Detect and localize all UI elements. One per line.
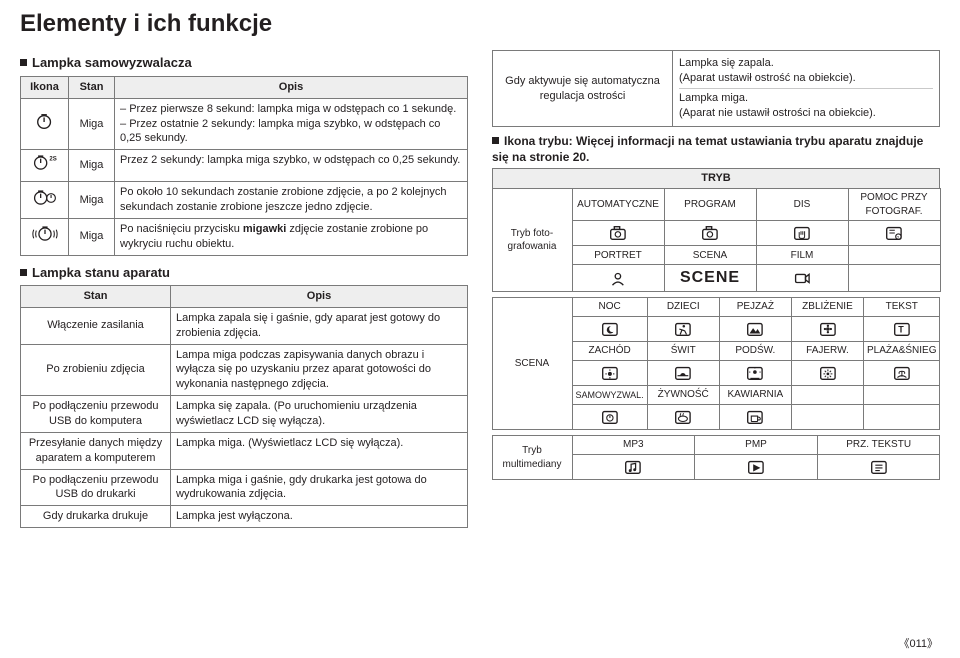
- icon-cell: [791, 360, 864, 386]
- icon-cell: [863, 316, 940, 342]
- af-row: Gdy aktywuje się automatyczna regulacja …: [492, 50, 940, 126]
- tryb-bar: TRYB: [492, 168, 940, 189]
- left-column: Lampka samowyzwalacza Ikona Stan Opis Mi…: [20, 50, 468, 528]
- label-cell: SAMOWYZWAL.: [572, 385, 648, 405]
- icon-cell: [756, 220, 849, 246]
- label-cell: DIS: [756, 188, 849, 221]
- mm-rowhead: Tryb multimediany: [492, 435, 573, 480]
- icon-cell: [572, 454, 696, 480]
- label-cell: SCENA: [664, 245, 757, 265]
- status-heading: Lampka stanu aparatu: [20, 264, 468, 282]
- timer-2s-icon: [32, 153, 58, 173]
- selftimer-table: Ikona Stan Opis Miga Przez pierwsze 8 se…: [20, 76, 468, 256]
- foto-grid: Tryb foto- grafowania AUTOMATYCZNE PROGR…: [492, 189, 940, 292]
- page-title: Elementy i ich funkcje: [20, 8, 940, 40]
- icon-cell: [791, 404, 864, 430]
- label-cell: PMP: [694, 435, 818, 455]
- label-cell: AUTOMATYCZNE: [572, 188, 665, 221]
- selftimer-heading: Lampka samowyzwalacza: [20, 54, 468, 72]
- icon-cell: [572, 220, 665, 246]
- label-cell: NOC: [572, 297, 648, 317]
- label-cell: TEKST: [863, 297, 940, 317]
- label-cell: PEJZAŻ: [719, 297, 792, 317]
- icon-cell: [848, 220, 941, 246]
- label-cell: FILM: [756, 245, 849, 265]
- icon-cell: [694, 454, 818, 480]
- th-stan2: Stan: [21, 286, 171, 308]
- icon-cell: [572, 404, 648, 430]
- label-cell: POMOC PRZY FOTOGRAF.: [848, 188, 941, 221]
- opis-line: Przez ostatnie 2 sekundy: lampka miga sz…: [120, 117, 462, 147]
- scena-grid: SCENA NOC DZIECI PEJZAŻ ZBLIŻENIE TEKST …: [492, 298, 940, 430]
- label-cell: FAJERW.: [791, 341, 864, 361]
- icon-cell: [572, 264, 665, 292]
- label-cell: [863, 385, 940, 405]
- label-cell: PROGRAM: [664, 188, 757, 221]
- icon-cell: [572, 316, 648, 342]
- icon-cell: [848, 264, 941, 292]
- table-row: Miga Po naciśnięciu przycisku migawki zd…: [21, 218, 468, 255]
- table-row: Po podłączeniu przewodu USB do komputera…: [21, 396, 468, 433]
- opis-line: Przez pierwsze 8 sekund: lampka miga w o…: [120, 102, 462, 117]
- timer-icon: [32, 112, 58, 132]
- label-cell: PLAŻA&ŚNIEG: [863, 341, 940, 361]
- label-cell: PRZ. TEKSTU: [817, 435, 941, 455]
- af-text1: Lampka się zapala. (Aparat ustawił ostro…: [679, 54, 933, 89]
- icon-cell: [647, 360, 720, 386]
- right-column: Gdy aktywuje się automatyczna regulacja …: [492, 50, 940, 528]
- table-row: Przesyłanie danych między aparatem a kom…: [21, 432, 468, 469]
- th-ikona: Ikona: [21, 76, 69, 98]
- table-row: Włączenie zasilaniaLampka zapala się i g…: [21, 307, 468, 344]
- table-row: Miga Przez 2 sekundy: lampka miga szybko…: [21, 150, 468, 182]
- opis-html: Po naciśnięciu przycisku migawki zdjęcie…: [115, 218, 468, 255]
- icon-cell: [719, 404, 792, 430]
- th-stan: Stan: [69, 76, 115, 98]
- icon-cell: [863, 404, 940, 430]
- mm-grid: Tryb multimediany MP3 PMP PRZ. TEKSTU: [492, 436, 940, 480]
- icon-cell: [664, 220, 757, 246]
- icon-cell: [572, 360, 648, 386]
- label-cell: DZIECI: [647, 297, 720, 317]
- th-opis2: Opis: [171, 286, 468, 308]
- timer-motion-icon: [32, 224, 58, 244]
- label-cell: MP3: [572, 435, 696, 455]
- table-row: Miga Przez pierwsze 8 sekund: lampka mig…: [21, 98, 468, 150]
- icon-cell: [863, 360, 940, 386]
- label-cell: ZACHÓD: [572, 341, 648, 361]
- icon-cell: SCENE: [664, 264, 757, 292]
- icon-cell: [756, 264, 849, 292]
- af-text2: Lampka miga. (Aparat nie ustawił ostrośc…: [679, 89, 933, 123]
- label-cell: ŻYWNOŚĆ: [647, 385, 720, 405]
- timer-double-icon: [32, 188, 58, 208]
- mode-heading: Ikona trybu: Więcej informacji na temat …: [492, 133, 940, 165]
- icon-cell: [817, 454, 941, 480]
- scena-rowhead: SCENA: [492, 297, 573, 430]
- af-label: Gdy aktywuje się automatyczna regulacja …: [492, 50, 672, 126]
- icon-cell: [719, 360, 792, 386]
- th-opis: Opis: [115, 76, 468, 98]
- table-row: Miga Po około 10 sekundach zostanie zrob…: [21, 182, 468, 219]
- icon-cell: [791, 316, 864, 342]
- label-cell: PODŚW.: [719, 341, 792, 361]
- label-cell: PORTRET: [572, 245, 665, 265]
- icon-cell: [647, 404, 720, 430]
- label-cell: [848, 245, 941, 265]
- page-number: 《011》: [898, 637, 938, 652]
- icon-cell: [719, 316, 792, 342]
- table-row: Po zrobieniu zdjęciaLampa miga podczas z…: [21, 344, 468, 396]
- status-table: Stan Opis Włączenie zasilaniaLampka zapa…: [20, 285, 468, 528]
- label-cell: [791, 385, 864, 405]
- table-row: Po podłączeniu przewodu USB do drukarkiL…: [21, 469, 468, 506]
- table-row: Gdy drukarka drukujeLampka jest wyłączon…: [21, 506, 468, 528]
- label-cell: ŚWIT: [647, 341, 720, 361]
- label-cell: KAWIARNIA: [719, 385, 792, 405]
- foto-rowhead: Tryb foto- grafowania: [492, 188, 573, 292]
- icon-cell: [647, 316, 720, 342]
- label-cell: ZBLIŻENIE: [791, 297, 864, 317]
